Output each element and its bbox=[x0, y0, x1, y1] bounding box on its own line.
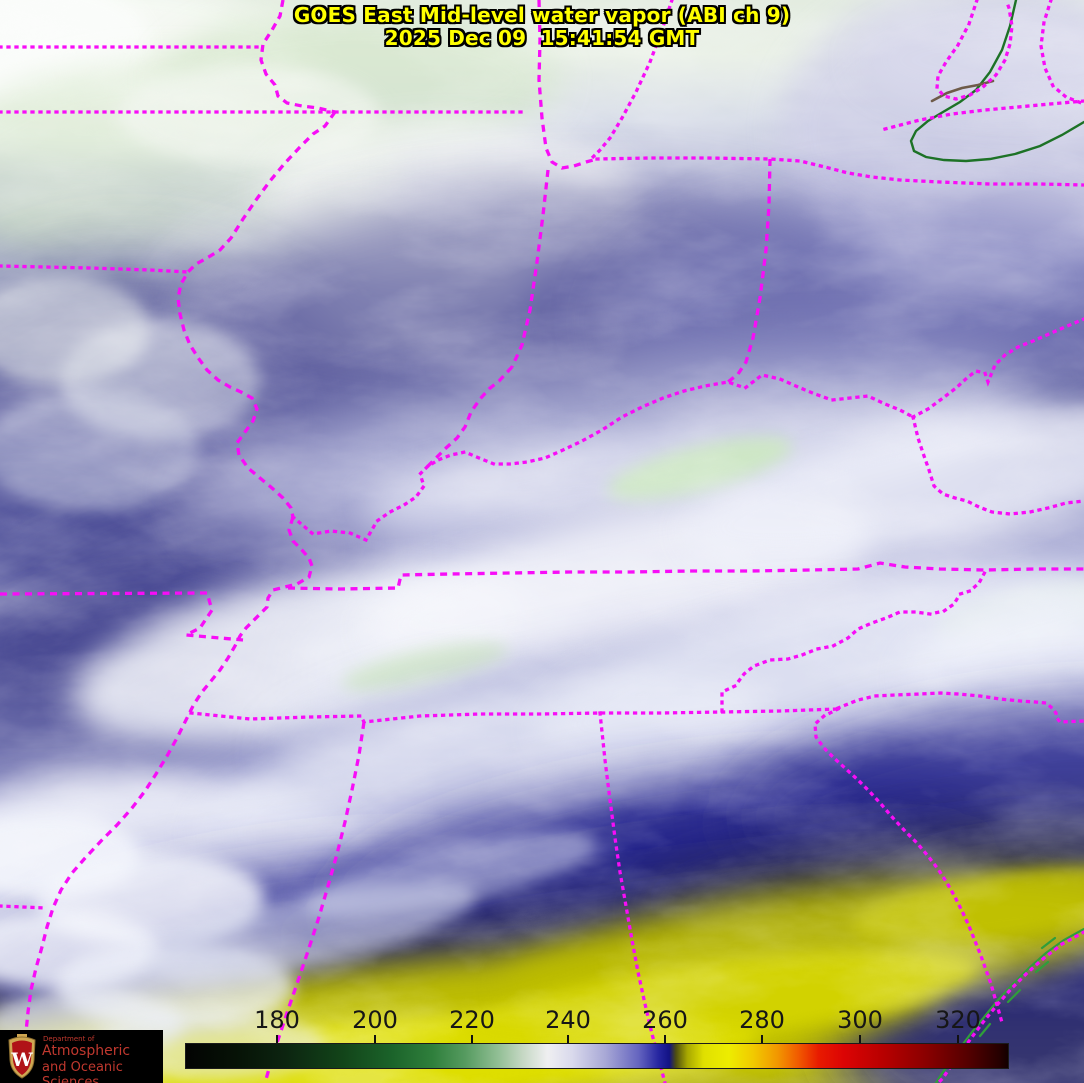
border-indiana-ohio bbox=[726, 158, 772, 384]
border-illinois-indiana bbox=[510, 169, 550, 368]
logo-line1: Atmospheric bbox=[42, 1043, 131, 1059]
colorbar-tick bbox=[374, 1035, 376, 1044]
border-northcarolina-southcarolina bbox=[835, 691, 1084, 724]
border-kentucky-tennessee bbox=[287, 561, 1084, 591]
colorbar-label: 260 bbox=[642, 1006, 688, 1034]
border-arkansas-louisiana bbox=[0, 904, 48, 910]
colorbar-tick bbox=[276, 1035, 278, 1044]
colorbar-tick bbox=[471, 1035, 473, 1044]
colorbar-label: 200 bbox=[352, 1006, 398, 1034]
colorbar-label: 320 bbox=[935, 1006, 981, 1034]
border-lake-inner-loop bbox=[935, 0, 1014, 101]
colorbar-gradient bbox=[185, 1043, 1009, 1069]
lake-michigan-shoreline bbox=[909, 0, 1084, 163]
colorbar-tick bbox=[859, 1035, 861, 1044]
logo-line2: and Oceanic Sciences bbox=[42, 1060, 123, 1083]
colorbar-label: 300 bbox=[837, 1006, 883, 1034]
uw-crest-icon: W bbox=[8, 1034, 36, 1079]
border-missouri-iowa bbox=[0, 264, 190, 274]
border-mississippi-river-upper bbox=[259, 0, 336, 114]
colorbar-label: 280 bbox=[739, 1006, 785, 1034]
colorbar-label: 220 bbox=[449, 1006, 495, 1034]
colorbar-tick bbox=[567, 1035, 569, 1044]
colorbar-label: 180 bbox=[254, 1006, 300, 1034]
border-alabama-georgia bbox=[598, 711, 667, 1083]
border-mississippi-alabama bbox=[263, 721, 366, 1083]
border-lake-east-shore bbox=[589, 0, 674, 161]
border-ohio-river bbox=[290, 373, 916, 543]
colorbar-label: 240 bbox=[545, 1006, 591, 1034]
border-lake-corner bbox=[1039, 0, 1084, 106]
border-mississippi-river-lower bbox=[24, 516, 314, 1033]
logo-dept-label: Department of bbox=[43, 1035, 95, 1043]
border-tennessee-northcarolina bbox=[720, 569, 988, 713]
border-georgia-southcarolina bbox=[813, 706, 1006, 1029]
river-segment bbox=[930, 79, 995, 103]
border-wabash-river bbox=[425, 365, 514, 469]
colorbar-tick bbox=[664, 1035, 666, 1044]
aos-logo: W Department of Atmospheric and Oceanic … bbox=[0, 1030, 163, 1083]
border-lake-northeast bbox=[882, 99, 1084, 132]
border-lake-west-shore bbox=[537, 0, 598, 170]
colorbar-tick bbox=[957, 1035, 959, 1044]
crest-letter: W bbox=[10, 1049, 33, 1071]
colorbar-tick bbox=[761, 1035, 763, 1044]
border-ohio-river-upper bbox=[910, 317, 1084, 420]
